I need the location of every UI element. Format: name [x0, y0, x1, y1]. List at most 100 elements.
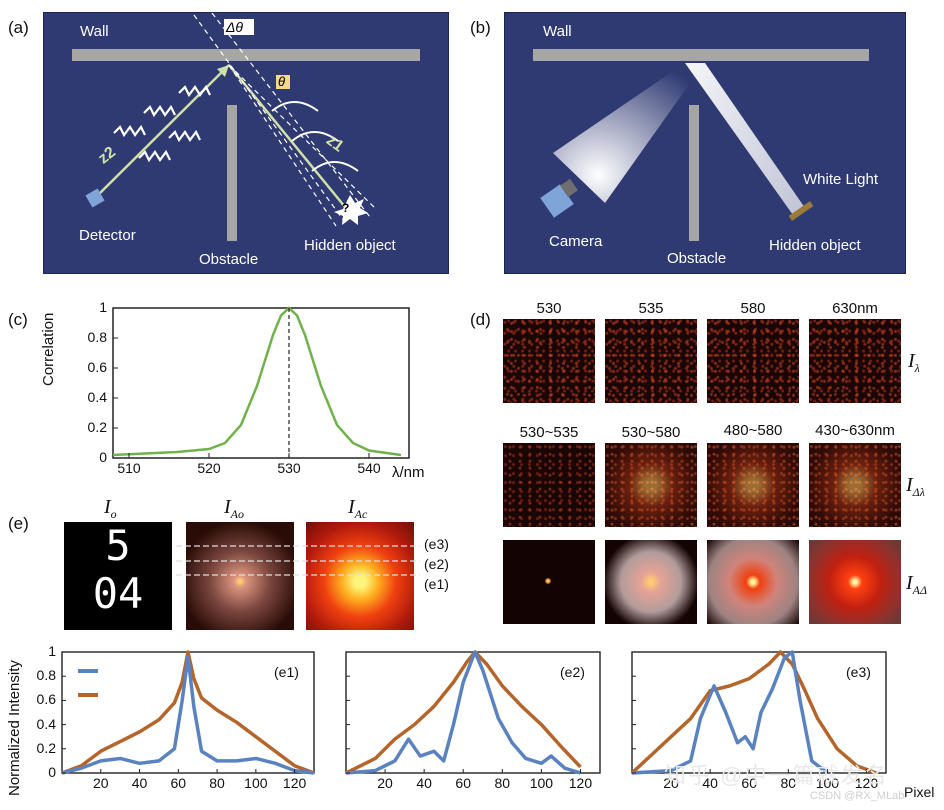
c-ytick-label: 1 — [99, 299, 107, 315]
bottom-xtick-label: 60 — [741, 775, 757, 791]
white-light-label: White Light — [803, 171, 879, 188]
series-blue — [345, 650, 581, 775]
e-iac-image — [306, 522, 414, 630]
d-r3-c1 — [503, 540, 595, 624]
bottom-xtick-label: 40 — [702, 775, 718, 791]
detector-label: Detector — [79, 227, 136, 244]
d-r2-c1 — [503, 443, 595, 527]
panel-label-e: (e) — [8, 514, 29, 533]
c-ytick-label: 0.2 — [87, 419, 107, 435]
c-xtick-label: 520 — [197, 460, 221, 476]
watermark-sub: CSDN @RX_MLab — [810, 790, 905, 802]
e-title-iac: IAc — [348, 496, 368, 521]
delta-theta-label: Δθ — [226, 19, 243, 35]
c-ytick-label: 0.6 — [87, 359, 107, 375]
wall-bar-b — [533, 49, 869, 61]
bottom-xtick-label: 120 — [568, 775, 593, 791]
c-ytick-label: 0 — [99, 449, 107, 465]
theta-label: θ — [278, 74, 286, 89]
d-r1-c3 — [707, 319, 799, 403]
series-blue — [631, 650, 829, 775]
digits-text: 5 04 — [92, 522, 144, 618]
correlation-curve — [112, 306, 402, 457]
c-xtick-label: 510 — [117, 460, 141, 476]
d-r2-c4 — [809, 443, 901, 527]
d-col-label-4: 630nm — [832, 300, 878, 317]
bottom-xtick-label: 20 — [663, 775, 679, 791]
wall-label-b: Wall — [543, 23, 572, 40]
bottom-ytick-label: 1 — [48, 643, 56, 659]
hidden-object-label-b: Hidden object — [769, 237, 861, 254]
e-title-io: Io — [104, 496, 117, 521]
scene-a-drawing — [85, 13, 377, 227]
bottom-ytick-label: 0 — [48, 764, 56, 780]
bottom-ytick-label: 0.4 — [36, 715, 56, 732]
scene-a: Wall Obstacle Detector Hidden object Δθ … — [43, 12, 449, 274]
subplot-title: (e3) — [846, 664, 871, 680]
bottom-xtick-label: 60 — [455, 775, 471, 791]
d-row2-symbol: IΔλ — [906, 474, 925, 499]
bottom-plots — [61, 650, 887, 775]
d-r3-c3 — [707, 540, 799, 624]
d-col-label-8: 430~630nm — [815, 422, 895, 439]
d-col-label-5: 530~535 — [519, 424, 579, 441]
bottom-xtick-label: 100 — [529, 775, 554, 791]
panel-label-a: (a) — [8, 18, 29, 37]
obstacle-bar — [227, 105, 237, 241]
bottom-xtick-label: 100 — [244, 775, 268, 791]
series-orange — [61, 650, 315, 775]
bottom-xtick-label: 120 — [854, 775, 879, 791]
d-r1-c1 — [503, 319, 595, 403]
d-r3-c2 — [605, 540, 697, 624]
bottom-xlabel: Pixel — [904, 784, 935, 800]
bottom-xtick-label: 100 — [815, 775, 840, 791]
bottom-ytick-label: 0.6 — [36, 691, 56, 708]
watermark: 知乎 @中一篇就发名 — [664, 763, 889, 788]
panel-label-b: (b) — [470, 18, 491, 37]
wall-bar — [72, 49, 420, 61]
e-object-image: 5 04 — [64, 522, 172, 630]
bottom-xtick-label: 80 — [494, 775, 511, 791]
d-r2-c3 — [707, 443, 799, 527]
d-r2-c2 — [605, 443, 697, 527]
bottom-xtick-label: 80 — [209, 775, 225, 791]
c-ytick-label: 0.8 — [87, 329, 107, 345]
d-col-label-1: 530 — [536, 300, 562, 317]
series-orange — [630, 650, 877, 775]
subplot-frame — [631, 651, 887, 774]
e3-marker: (e3) — [424, 536, 449, 552]
hidden-object-label: Hidden object — [304, 237, 396, 254]
d-col-label-7: 480~580 — [723, 422, 783, 439]
series-blue — [61, 655, 315, 775]
bottom-xtick-label: 120 — [282, 775, 307, 791]
bottom-xtick-label: 40 — [131, 775, 148, 791]
plot-c-ylabel: Correlation — [40, 312, 57, 386]
camera-label: Camera — [549, 233, 603, 250]
d-row3-symbol: IAΔ — [906, 572, 928, 597]
scene-b: Wall Camera Obstacle White Light Hidden … — [504, 12, 906, 274]
panel-label-d: (d) — [470, 310, 491, 329]
bottom-xtick-label: 40 — [416, 775, 432, 791]
bottom-xtick-label: 20 — [92, 775, 109, 791]
d-r1-c4 — [809, 319, 901, 403]
obstacle-label: Obstacle — [199, 251, 259, 268]
bottom-ytick-label: 0.2 — [36, 739, 56, 756]
subplot-title: (e1) — [274, 664, 299, 680]
bottom-xtick-label: 80 — [780, 775, 797, 791]
series-orange — [345, 650, 582, 775]
plot-c — [112, 306, 410, 459]
c-xtick-label: 540 — [357, 460, 381, 476]
d-r1-c2 — [605, 319, 697, 403]
obstacle-bar-b — [689, 105, 699, 241]
d-col-label-3: 580 — [740, 300, 766, 317]
e-dashed-lines — [176, 545, 420, 576]
d-col-label-2: 535 — [638, 300, 664, 317]
panel-label-c: (c) — [8, 310, 28, 329]
plot-c-xlabel: λ/nm — [392, 464, 425, 481]
e-title-iao: IAo — [224, 496, 245, 521]
d-row1-symbol: Iλ — [908, 350, 920, 375]
e2-marker: (e2) — [424, 556, 449, 572]
bottom-xtick-label: 60 — [170, 775, 187, 791]
bottom-ytick-label: 0.8 — [36, 667, 56, 684]
d-r3-c4 — [809, 540, 901, 624]
